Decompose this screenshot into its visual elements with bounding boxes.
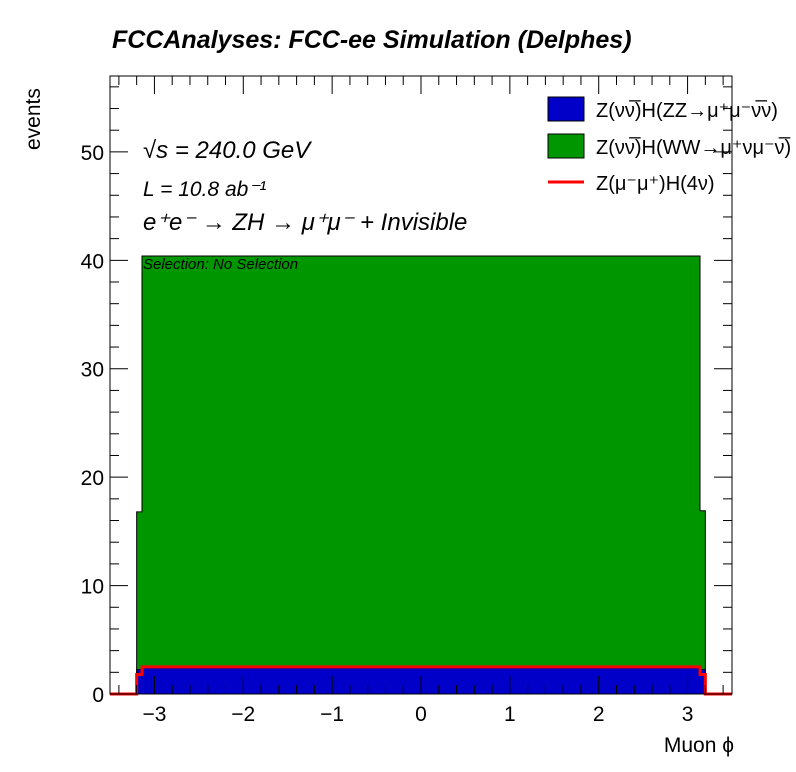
x-tick-label: −2 <box>231 703 255 726</box>
x-axis-label: Muon ϕ <box>664 734 734 757</box>
line-series2 <box>110 665 732 696</box>
legend: Z(νν̅)H(ZZ→μ⁺μ⁻ν̅ν) Z(νν̅)H(WW→μ⁺νμ⁻ν̅) … <box>547 96 791 195</box>
y-tick-label: 20 <box>81 467 104 490</box>
chart-title: FCCAnalyses: FCC-ee Simulation (Delphes) <box>112 26 632 54</box>
axis-ticks <box>110 76 732 695</box>
luminosity-annotation: L = 10.8 ab⁻¹ <box>143 178 266 201</box>
bar-series1-bin2 <box>141 255 701 668</box>
y-axis-label: events <box>22 88 45 150</box>
selection-annotation: Selection: No Selection <box>143 256 298 273</box>
sqrt-s-annotation: √s = 240.0 GeV <box>143 137 312 164</box>
bar-series0-bin1 <box>136 669 142 694</box>
process-annotation: e⁺e⁻ → ZH → μ⁺μ⁻ + Invisible <box>143 209 467 236</box>
y-tick-label: 10 <box>81 576 104 599</box>
legend-swatch-zz <box>547 96 585 122</box>
y-tick-label: 30 <box>81 359 104 382</box>
x-tick-label: −1 <box>320 703 344 726</box>
legend-label-ww: Z(νν̅)H(WW→μ⁺νμ⁻ν̅) <box>596 136 791 159</box>
legend-swatch-ww <box>547 133 585 159</box>
legend-label-zz: Z(νν̅)H(ZZ→μ⁺μ⁻ν̅ν) <box>596 99 778 122</box>
x-tick-label: 1 <box>504 703 516 726</box>
y-tick-label: 40 <box>81 250 104 273</box>
x-tick-label: 3 <box>682 703 694 726</box>
bar-series0-bin3 <box>700 669 706 694</box>
y-tick-label: 50 <box>81 142 104 165</box>
bar-series1-bin3 <box>700 510 706 670</box>
stack-outline-series1 <box>110 255 732 695</box>
x-tick-label: 0 <box>415 703 427 726</box>
x-tick-label: −3 <box>142 703 166 726</box>
bar-series1-bin1 <box>136 511 142 670</box>
histogram-lines <box>110 665 732 696</box>
legend-label-4nu: Z(μ⁻μ⁺)H(4ν) <box>596 173 715 195</box>
histogram-fills <box>110 255 732 695</box>
x-tick-label: 2 <box>593 703 605 726</box>
y-tick-label: 0 <box>92 684 104 707</box>
